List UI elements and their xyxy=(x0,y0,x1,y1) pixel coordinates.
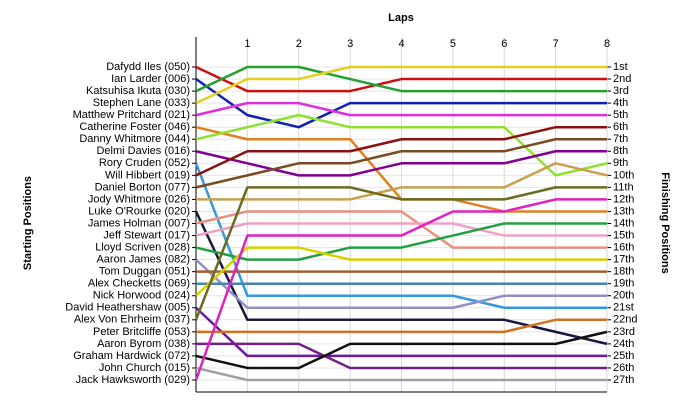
x-tick-label: 4 xyxy=(398,38,404,50)
y2-tick-label: 2nd xyxy=(613,73,631,85)
starting-driver-label: Ian Larder (006) xyxy=(111,73,190,85)
y2-tick-label: 5th xyxy=(613,109,628,121)
starting-driver-label: Danny Whitmore (044) xyxy=(79,133,190,145)
position-line xyxy=(194,186,607,321)
position-line xyxy=(195,65,607,93)
y2-tick-label: 21st xyxy=(613,302,634,314)
position-line xyxy=(194,210,608,346)
starting-driver-label: Dafydd Iles (050) xyxy=(106,61,190,73)
x-tick-label: 6 xyxy=(501,38,507,50)
position-line xyxy=(195,78,607,129)
y2-tick-label: 22nd xyxy=(613,314,637,326)
y2-tick-label: 27th xyxy=(613,374,634,386)
position-line xyxy=(195,137,607,189)
y2-tick-label: 15th xyxy=(613,229,634,241)
x-tick-label: 5 xyxy=(450,38,456,50)
y2-tick-label: 19th xyxy=(613,278,634,290)
starting-driver-label: Jeff Stewart (017) xyxy=(103,229,190,241)
starting-driver-label: Stephen Lane (033) xyxy=(93,97,190,109)
starting-driver-label: Peter Britcliffe (053) xyxy=(93,326,190,338)
y2-tick-label: 1st xyxy=(613,61,628,73)
position-line xyxy=(195,306,607,358)
position-line xyxy=(196,342,607,370)
position-line xyxy=(196,318,607,334)
position-line xyxy=(195,246,607,297)
y2-tick-label: 9th xyxy=(613,157,628,169)
starting-driver-label: Nick Horwood (024) xyxy=(93,290,190,302)
starting-driver-label: Will Hibbert (019) xyxy=(105,169,190,181)
x-axis-title: Laps xyxy=(388,12,414,24)
starting-driver-label: Alex Checketts (069) xyxy=(88,278,190,290)
position-line xyxy=(194,162,607,310)
y2-tick-label: 13th xyxy=(613,205,634,217)
position-line xyxy=(195,222,607,237)
y2-tick-label: 26th xyxy=(613,362,634,374)
position-line xyxy=(195,150,607,177)
y-axis-title: Starting Positions xyxy=(22,176,34,270)
y2-tick-label: 4th xyxy=(613,97,628,109)
y2-tick-label: 10th xyxy=(613,169,634,181)
y2-tick-label: 20th xyxy=(613,290,634,302)
y2-tick-label: 18th xyxy=(613,266,634,278)
position-line xyxy=(195,210,607,249)
y2-tick-label: 16th xyxy=(613,241,634,253)
starting-driver-label: Katsuhisa Ikuta (030) xyxy=(86,85,190,97)
y2-tick-label: 3rd xyxy=(613,85,629,97)
y2-tick-label: 23rd xyxy=(613,326,635,338)
starting-driver-label: James Holman (007) xyxy=(88,217,190,229)
starting-driver-label: Jody Whitmore (026) xyxy=(88,193,190,205)
position-line xyxy=(194,198,607,381)
y2-tick-label: 8th xyxy=(613,145,628,157)
y2-tick-label: 14th xyxy=(613,217,634,229)
starting-driver-label: John Church (015) xyxy=(99,362,190,374)
starting-driver-label: Catherine Foster (046) xyxy=(79,121,190,133)
position-line xyxy=(195,330,608,370)
x-tick-label: 3 xyxy=(347,38,353,50)
position-line xyxy=(195,65,607,105)
starting-driver-label: Luke O'Rourke (020) xyxy=(88,205,190,217)
starting-driver-label: Rory Cruden (052) xyxy=(99,157,190,169)
position-line xyxy=(195,258,607,310)
position-line xyxy=(195,125,607,177)
starting-driver-label: Graham Hardwick (072) xyxy=(73,350,190,362)
starting-driver-label: Delmi Davies (016) xyxy=(96,145,190,157)
y2-tick-label: 25th xyxy=(613,350,634,362)
starting-driver-label: Aaron James (082) xyxy=(96,254,190,266)
starting-driver-label: Lloyd Scriven (028) xyxy=(95,241,190,253)
y2-tick-label: 7th xyxy=(613,133,628,145)
y2-axis-title: Finishing Positions xyxy=(659,172,671,273)
position-line xyxy=(195,222,607,261)
y2-tick-label: 24th xyxy=(613,338,634,350)
starting-driver-label: Tom Duggan (051) xyxy=(99,266,190,278)
position-line xyxy=(195,366,607,382)
starting-driver-label: Daniel Borton (077) xyxy=(95,181,190,193)
x-tick-label: 7 xyxy=(553,38,559,50)
starting-driver-label: Aaron Byrom (038) xyxy=(97,338,190,350)
position-line xyxy=(195,101,607,117)
starting-driver-label: David Heathershaw (005) xyxy=(65,302,190,314)
y2-tick-label: 6th xyxy=(613,121,628,133)
y2-tick-label: 12th xyxy=(613,193,634,205)
position-line xyxy=(195,113,608,177)
position-line xyxy=(196,162,608,201)
x-tick-label: 2 xyxy=(296,38,302,50)
starting-driver-label: Jack Hawksworth (029) xyxy=(76,374,190,386)
x-tick-label: 1 xyxy=(244,38,250,50)
y2-tick-label: 11th xyxy=(613,181,634,193)
y2-tick-label: 17th xyxy=(613,254,634,266)
x-tick-label: 8 xyxy=(604,38,610,50)
position-line xyxy=(195,65,607,93)
starting-driver-label: Alex Von Ehrheim (037) xyxy=(74,314,190,326)
starting-driver-label: Matthew Pritchard (021) xyxy=(73,109,190,121)
